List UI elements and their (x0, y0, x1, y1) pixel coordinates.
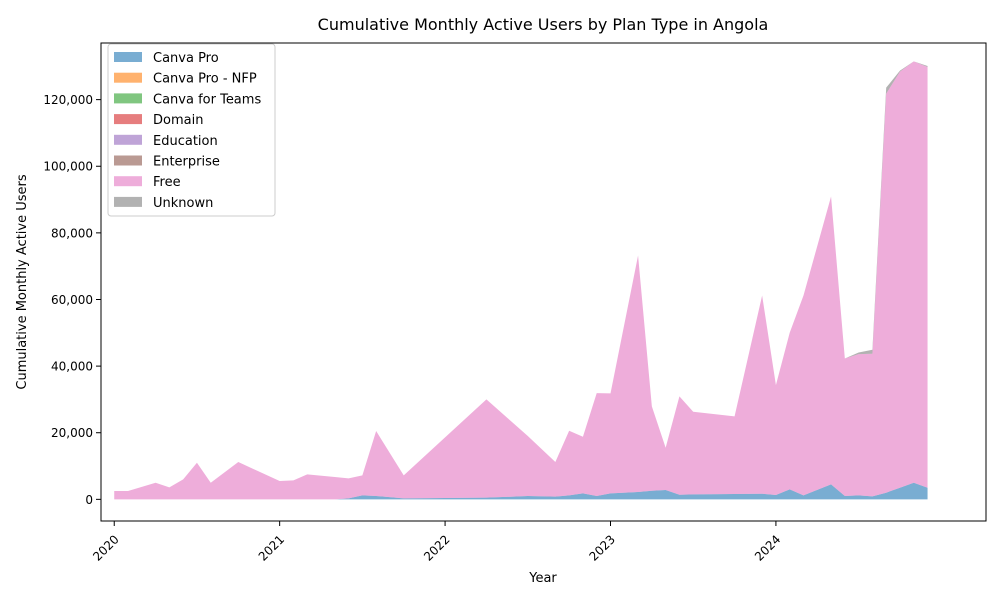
legend: Canva Pro Canva Pro - NFP Canva for Teams D… (107, 43, 276, 217)
area-canva-pro (114, 482, 928, 500)
y-tick-label: 0 (85, 493, 93, 507)
chart-title: Cumulative Monthly Active Users by Plan … (318, 15, 769, 34)
y-axis: 0 20,000 40,000 60,000 80,000 100,000 120,000 (43, 93, 101, 507)
legend-swatch (114, 176, 142, 187)
y-tick-label: 60,000 (51, 293, 93, 307)
legend-frame (107, 43, 276, 217)
legend-swatch (114, 134, 142, 145)
plot-area (114, 61, 928, 500)
legend-label: Canva for Teams (153, 92, 261, 107)
legend-swatch (114, 52, 142, 62)
legend-swatch (114, 114, 142, 125)
legend-label: Domain (153, 113, 203, 128)
legend-swatch (114, 155, 142, 166)
legend-label: Canva Pro - NFP (153, 72, 257, 87)
legend-label: Canva Pro (153, 51, 219, 66)
y-tick-label: 20,000 (51, 426, 93, 440)
y-tick-label: 40,000 (51, 360, 93, 374)
legend-swatch (114, 196, 142, 207)
legend-label: Education (153, 134, 218, 149)
legend-label: Unknown (153, 196, 213, 211)
legend-label: Enterprise (153, 155, 220, 170)
x-axis-label: Year (528, 571, 557, 586)
legend-label: Free (153, 175, 181, 190)
y-tick-label: 100,000 (43, 160, 93, 174)
legend-swatch (114, 93, 142, 104)
area-free (114, 61, 928, 500)
y-tick-label: 120,000 (43, 93, 93, 107)
area-series-group (114, 61, 928, 500)
plot-frame (100, 42, 987, 522)
y-axis-label: Cumulative Monthly Active Users (15, 174, 30, 389)
y-tick-label: 80,000 (51, 226, 93, 240)
legend-swatch (114, 72, 142, 83)
